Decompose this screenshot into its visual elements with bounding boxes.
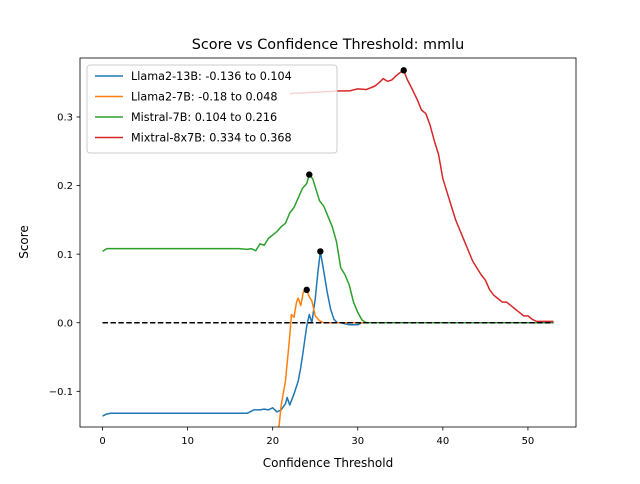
plot-frame bbox=[79, 57, 577, 428]
y-tick-label: 0.2 bbox=[57, 181, 73, 192]
plot-lines bbox=[102, 69, 554, 427]
x-tick-label: 0 bbox=[99, 436, 105, 447]
peak-marker-llama2-13b bbox=[317, 248, 324, 255]
legend-label-mistral-7b: Mistral-7B: 0.104 to 0.216 bbox=[131, 111, 277, 124]
x-axis-label: Confidence Threshold bbox=[263, 456, 393, 470]
legend: Llama2-13B: -0.136 to 0.104 Llama2-7B: -0… bbox=[86, 64, 338, 154]
x-tick-label: 50 bbox=[522, 436, 535, 447]
x-tick-label: 30 bbox=[351, 436, 364, 447]
x-tick-label: 40 bbox=[436, 436, 449, 447]
peak-marker-llama2-7b bbox=[303, 286, 310, 294]
legend-frame bbox=[86, 64, 338, 154]
peak-markers bbox=[303, 67, 407, 294]
x-tick-label: 10 bbox=[181, 436, 194, 447]
series-line-mistral-7b bbox=[102, 173, 554, 324]
x-tick-label: 20 bbox=[266, 436, 279, 447]
y-axis-label: Score bbox=[17, 225, 31, 259]
y-tick-label: 0.3 bbox=[57, 113, 73, 124]
legend-label-llama2-7b: Llama2-7B: -0.18 to 0.048 bbox=[131, 91, 278, 104]
peak-marker-mixtral-8x7b bbox=[400, 67, 407, 74]
peak-marker-mistral-7b bbox=[306, 171, 313, 178]
y-axis-ticks: −0.1 0.0 0.1 0.2 0.3 bbox=[49, 113, 80, 398]
x-axis-ticks: 0 10 20 30 40 50 bbox=[99, 427, 534, 447]
y-tick-label: 0.1 bbox=[57, 250, 73, 261]
y-tick-label: 0.0 bbox=[57, 318, 73, 329]
series-line-llama2-13b bbox=[102, 250, 554, 417]
legend-label-llama2-13b: Llama2-13B: -0.136 to 0.104 bbox=[131, 70, 292, 83]
chart-title: Score vs Confidence Threshold: mmlu bbox=[192, 37, 464, 53]
legend-label-mixtral-8x7b: Mixtral-8x7B: 0.334 to 0.368 bbox=[131, 132, 292, 145]
series-line-mixtral-8x7b bbox=[289, 69, 554, 323]
y-tick-label: −0.1 bbox=[49, 387, 73, 398]
